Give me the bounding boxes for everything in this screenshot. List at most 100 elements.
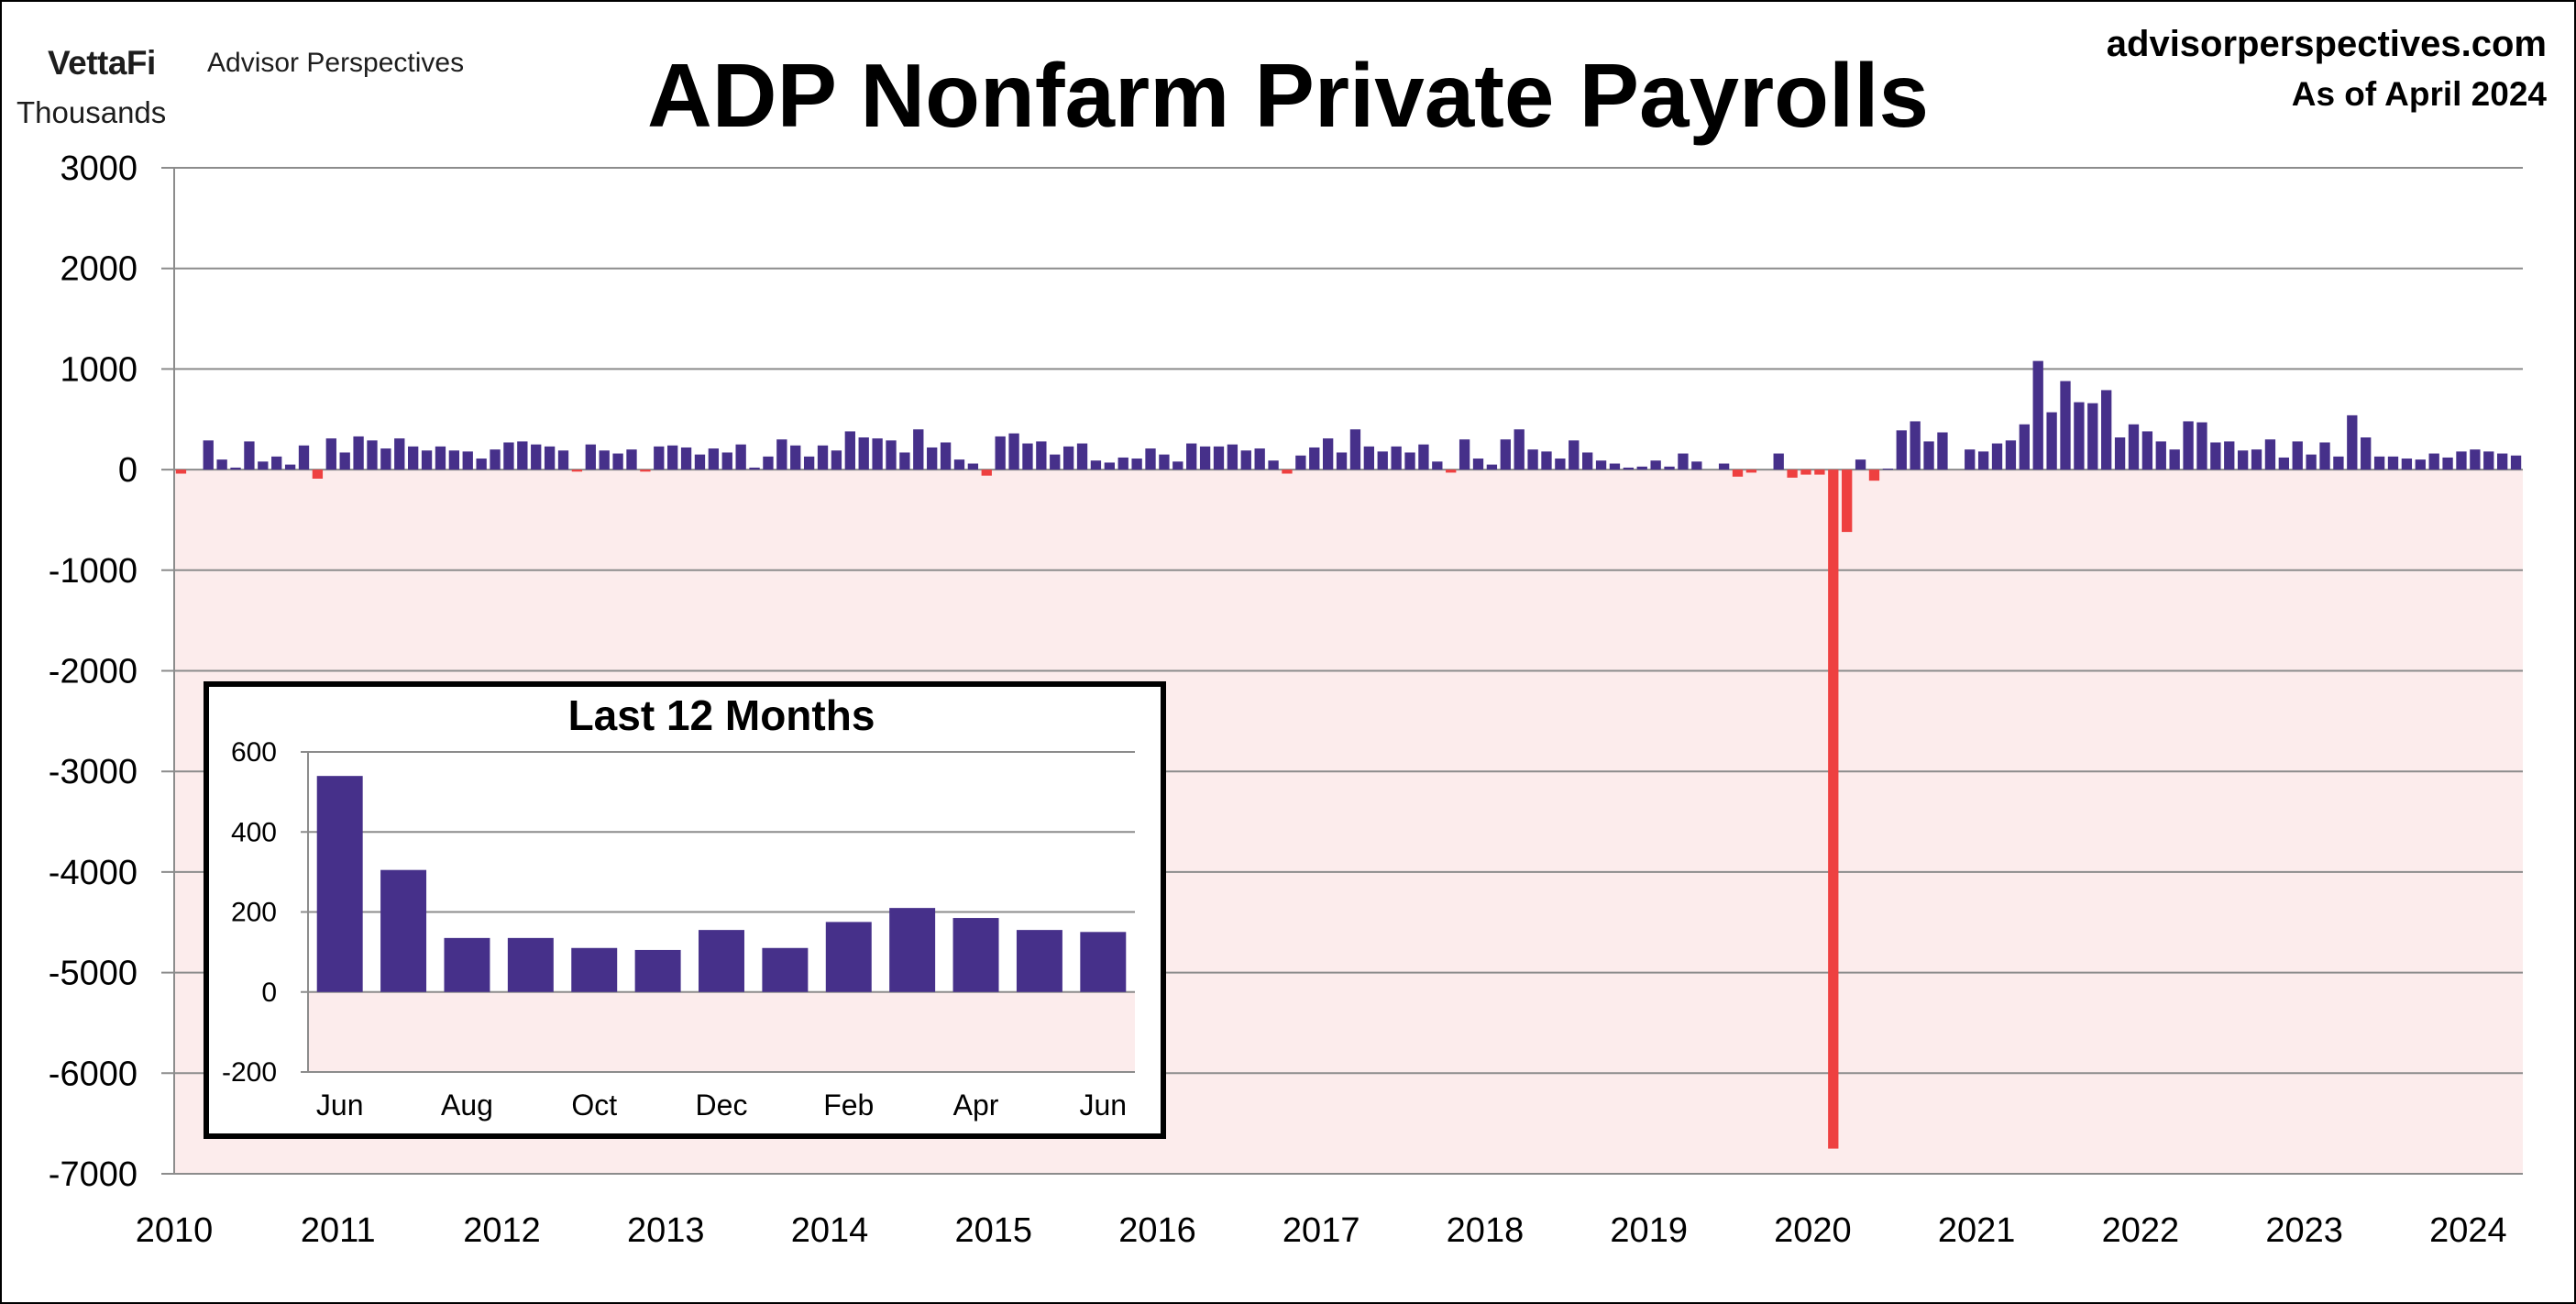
bar (2401, 459, 2413, 470)
bar (1186, 443, 1197, 470)
bar (872, 438, 883, 470)
bar (2387, 456, 2399, 470)
bar (1937, 432, 1948, 470)
bar (2264, 439, 2276, 470)
bar (749, 467, 760, 470)
bar (1882, 469, 1894, 470)
bar (599, 450, 610, 470)
x-tick-label: 2011 (301, 1211, 376, 1250)
x-tick-label: 2022 (2102, 1211, 2180, 1250)
bar (2005, 440, 2017, 470)
inset-last-12-months: Last 12 Months 600 400 200 0 -200 Jun Aug Oct Dec… (204, 681, 1166, 1139)
brand-subtitle: Advisor Perspectives (207, 48, 465, 78)
bar (1090, 460, 1102, 470)
bar (1773, 453, 1784, 470)
inset-bar (571, 947, 618, 992)
inset-bar (762, 947, 809, 992)
bar (1828, 470, 1839, 1149)
bar (803, 456, 815, 470)
bar (858, 437, 869, 470)
inset-x-tick-label: Jun (1080, 1089, 1128, 1122)
bar (2319, 442, 2330, 470)
bar (421, 450, 433, 470)
bar (1131, 459, 1142, 470)
bar (1268, 460, 1279, 470)
bar (1199, 446, 1211, 470)
bar (312, 470, 324, 479)
bar (1910, 421, 1921, 470)
x-tick-label: 2013 (627, 1211, 705, 1250)
y-tick-label: -6000 (49, 1055, 138, 1093)
x-tick-label: 2018 (1447, 1211, 1525, 1250)
bar (1036, 441, 1047, 470)
bar (2019, 424, 2030, 470)
bar (1117, 457, 1128, 470)
inset-bar (1080, 932, 1127, 992)
bar (2141, 431, 2153, 470)
bar (2292, 441, 2303, 470)
bar (435, 446, 446, 470)
y-tick-label: -1000 (49, 552, 138, 591)
bar (1500, 439, 1511, 470)
inset-x-tick-label: Dec (696, 1089, 748, 1122)
x-tick-label: 2017 (1282, 1211, 1360, 1250)
bar (1745, 470, 1757, 473)
bar (1787, 470, 1798, 478)
bar (1868, 470, 1880, 481)
bar (1391, 446, 1402, 470)
bar (244, 441, 255, 470)
bar (2032, 360, 2043, 470)
bar (353, 436, 364, 470)
bar (2415, 459, 2426, 470)
bar (298, 445, 310, 470)
bar (1404, 452, 1415, 470)
bar (2155, 441, 2166, 470)
bar (927, 447, 938, 470)
bar (817, 445, 829, 470)
x-tick-label: 2010 (136, 1211, 214, 1250)
inset-bar (634, 949, 681, 992)
bar (1104, 462, 1115, 470)
bar (2128, 424, 2140, 470)
bar (1718, 463, 1730, 470)
bar (1678, 453, 1689, 470)
bar (1062, 446, 1074, 470)
bar (1555, 459, 1566, 470)
bar (325, 438, 336, 470)
bar (1472, 459, 1484, 470)
inset-y-tick-label: 400 (231, 817, 277, 847)
bar (763, 456, 774, 470)
inset-x-tick-label: Feb (823, 1089, 874, 1122)
bar (1800, 470, 1811, 475)
bar (544, 446, 556, 470)
bar (967, 463, 979, 470)
bar (667, 445, 678, 470)
bar (2428, 453, 2439, 470)
inset-bar (1016, 930, 1062, 992)
bar (1022, 443, 1033, 470)
bar (844, 431, 855, 470)
bar (1309, 447, 1320, 470)
bar (2087, 403, 2098, 470)
bar (476, 459, 487, 470)
bar (940, 442, 952, 470)
bar (2306, 454, 2317, 470)
bar (1582, 452, 1593, 470)
bar (886, 440, 897, 470)
inset-bar (316, 776, 363, 992)
bar (899, 452, 910, 470)
bar (2347, 414, 2358, 470)
bar (2442, 457, 2453, 470)
bar (258, 461, 269, 470)
bar (531, 444, 542, 470)
inset-x-tick-label: Jun (316, 1089, 364, 1122)
bar (1282, 470, 1293, 474)
bar (1363, 446, 1375, 470)
y-tick-label: -7000 (49, 1155, 138, 1194)
bar (1076, 443, 1088, 470)
bar (1814, 470, 1825, 475)
bar (2333, 456, 2344, 470)
bar (735, 444, 746, 470)
site-name: advisorperspectives.com (2106, 24, 2547, 64)
